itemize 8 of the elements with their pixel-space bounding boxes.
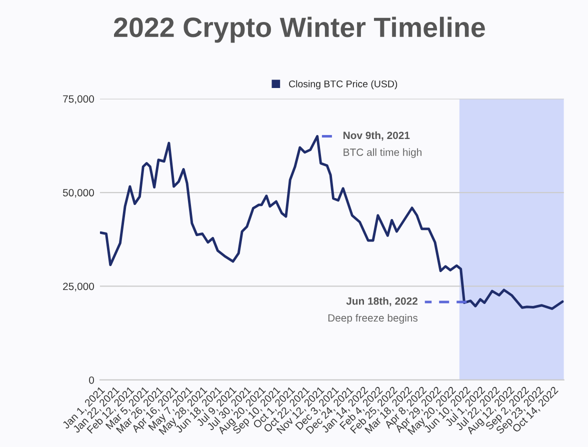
annotation: Nov 9th, 2021 BTC all time high [344,131,422,158]
legend-label: Closing BTC Price (USD) [289,80,398,90]
y-tick-label: 50,000 [62,189,94,198]
y-tick-label: 0 [89,376,94,384]
chart-title: 2022 Crypto Winter Timeline [114,16,485,43]
y-tick-label: 25,000 [63,282,94,292]
y-tick-label: 75,000 [63,95,94,104]
annotation: Jun 18th, 2022 Deep freeze begins [328,297,418,324]
